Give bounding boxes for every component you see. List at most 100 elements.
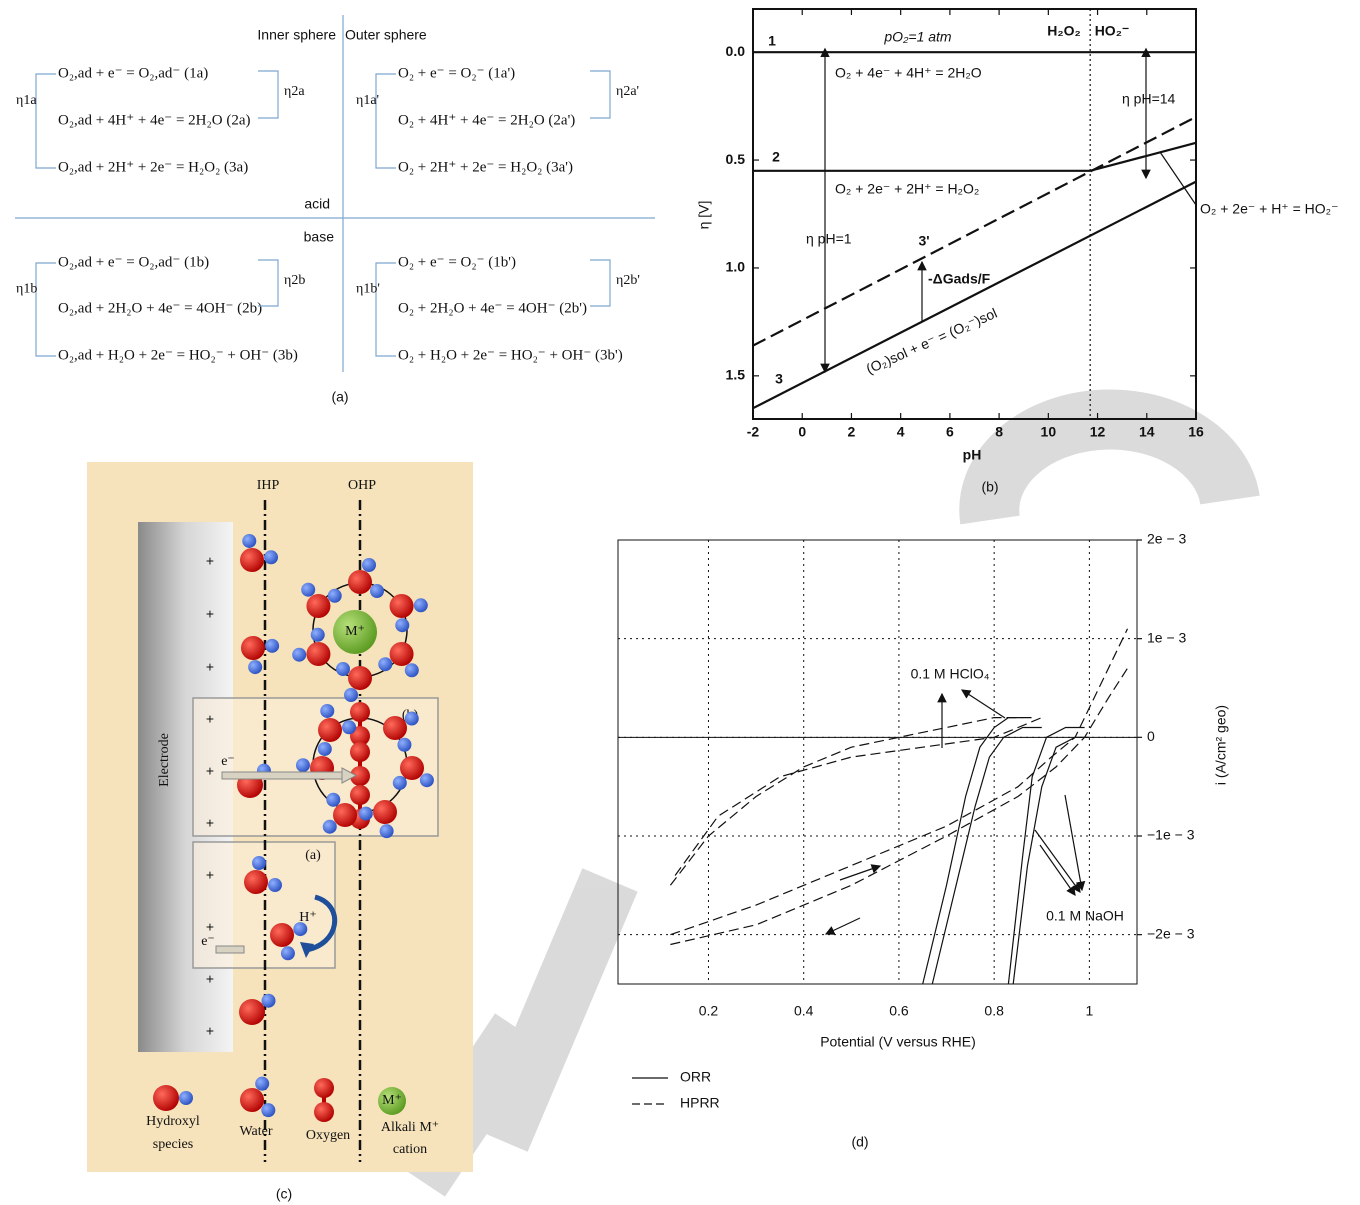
x-tick-label: 14 (1139, 424, 1155, 440)
y-axis-label: i (A/cm² geo) (1213, 705, 1229, 785)
y-tick-label: 1e − 3 (1147, 629, 1187, 645)
legend-label: Oxygen (306, 1128, 350, 1143)
eta-label: η1b' (356, 282, 380, 297)
atom (306, 594, 331, 618)
y-tick-label: 2e − 3 (1147, 531, 1187, 547)
atom (261, 1103, 276, 1118)
x-tick-label: 2 (848, 424, 856, 440)
bracket (590, 259, 611, 307)
bracket (590, 70, 611, 119)
annotation: O₂ + 4e⁻ + 4H⁺ = 2H₂O (835, 65, 982, 81)
cation-label: M⁺ (382, 1093, 402, 1108)
y-tick-label: 1.0 (726, 259, 746, 275)
charge-sign: + (206, 711, 214, 727)
atom (320, 703, 335, 718)
atom (350, 702, 370, 722)
eta-label: η2a' (616, 84, 639, 99)
watermark (395, 389, 1260, 1197)
atom (326, 792, 341, 807)
bracket (258, 70, 279, 119)
y-tick-label: 0.5 (726, 151, 746, 167)
atom (314, 1078, 334, 1098)
charge-sign: + (206, 815, 214, 831)
equation: O₂,ad + 2H⁺ + 2e⁻ = H₂O₂ (3a) (58, 159, 248, 175)
equation: O₂,ad + e⁻ = O₂,ad⁻ (1a) (58, 65, 208, 81)
heading: base (304, 229, 335, 245)
atom (404, 711, 419, 726)
heading: acid (304, 196, 330, 212)
series-line (669, 628, 1129, 946)
atom (153, 1085, 179, 1111)
plane-label: IHP (257, 478, 280, 493)
annotation: η pH=1 (806, 231, 852, 247)
x-tick-label: 0 (798, 424, 806, 440)
region-label: (a) (305, 848, 321, 863)
arrow (824, 917, 861, 935)
atom (389, 642, 414, 666)
y-tick-label: 0.0 (726, 43, 746, 59)
annotation: pO₂=1 atm (883, 29, 952, 45)
panel-label: (c) (276, 1186, 292, 1202)
atom (397, 737, 412, 752)
atom (317, 741, 332, 756)
x-tick-label: 0.4 (794, 1003, 814, 1019)
annotation: 1 (768, 33, 776, 49)
atom (378, 1087, 406, 1115)
electron-label: e⁻ (201, 934, 215, 949)
eta-label: η2b' (616, 273, 640, 288)
cation-label: M⁺ (345, 624, 365, 639)
legend-label: ORR (680, 1069, 711, 1085)
x-tick-label: 0.8 (984, 1003, 1004, 1019)
charge-sign: + (206, 659, 214, 675)
y-axis-label: η [V] (696, 201, 712, 230)
atom (370, 584, 384, 598)
eta-label: η1a (16, 93, 37, 108)
annotation: 0.1 M HClO₄ (911, 666, 990, 682)
arrow (1034, 829, 1081, 893)
atom (301, 582, 316, 597)
watermark-stroke (472, 868, 638, 1152)
atom (344, 688, 358, 702)
electrode-label: Electrode (157, 733, 172, 787)
equation: O₂ + H₂O + 2e⁻ = HO₂⁻ + OH⁻ (3b') (398, 347, 623, 363)
atom (244, 870, 268, 894)
atom (242, 533, 257, 548)
atom (395, 618, 410, 633)
atom (265, 638, 280, 653)
atom (333, 610, 377, 654)
atom (261, 993, 276, 1008)
atom (267, 878, 282, 893)
legend-label: HPRR (680, 1095, 720, 1111)
atom (348, 666, 372, 690)
x-tick-label: 0.6 (889, 1003, 909, 1019)
electron-arrow (221, 771, 343, 780)
equation: O₂,ad + e⁻ = O₂,ad⁻ (1b) (58, 254, 209, 270)
atom (241, 636, 265, 660)
equation: O₂,ad + 2H₂O + 4e⁻ = 4OH⁻ (2b) (58, 300, 262, 316)
annotation: H₂O₂ (1047, 23, 1080, 39)
arrow (1039, 844, 1076, 896)
eta-label: η2a (284, 84, 305, 99)
legend-label: Alkali M⁺ (381, 1120, 439, 1135)
atom (413, 598, 428, 613)
charge-sign: + (206, 919, 214, 935)
eta-label: η2b (284, 273, 305, 288)
atom (389, 594, 414, 618)
atom (292, 647, 307, 662)
atom (264, 550, 279, 565)
charge-sign: + (206, 553, 214, 569)
bracket (35, 262, 56, 357)
panel-label: (d) (851, 1134, 868, 1150)
atom (322, 819, 337, 834)
annotation: O₂ + 2e⁻ + 2H⁺ = H₂O₂ (835, 181, 979, 197)
bracket (375, 262, 396, 357)
arrow (1064, 794, 1086, 892)
annotation: 0.1 M NaOH (1046, 908, 1124, 924)
arrow (960, 689, 1006, 719)
atom (336, 662, 350, 676)
equation: O₂ + 2H₂O + 4e⁻ = 4OH⁻ (2b') (398, 300, 587, 316)
atom (255, 1076, 270, 1091)
x-axis-label: Potential (V versus RHE) (820, 1034, 976, 1050)
atom (252, 856, 267, 871)
